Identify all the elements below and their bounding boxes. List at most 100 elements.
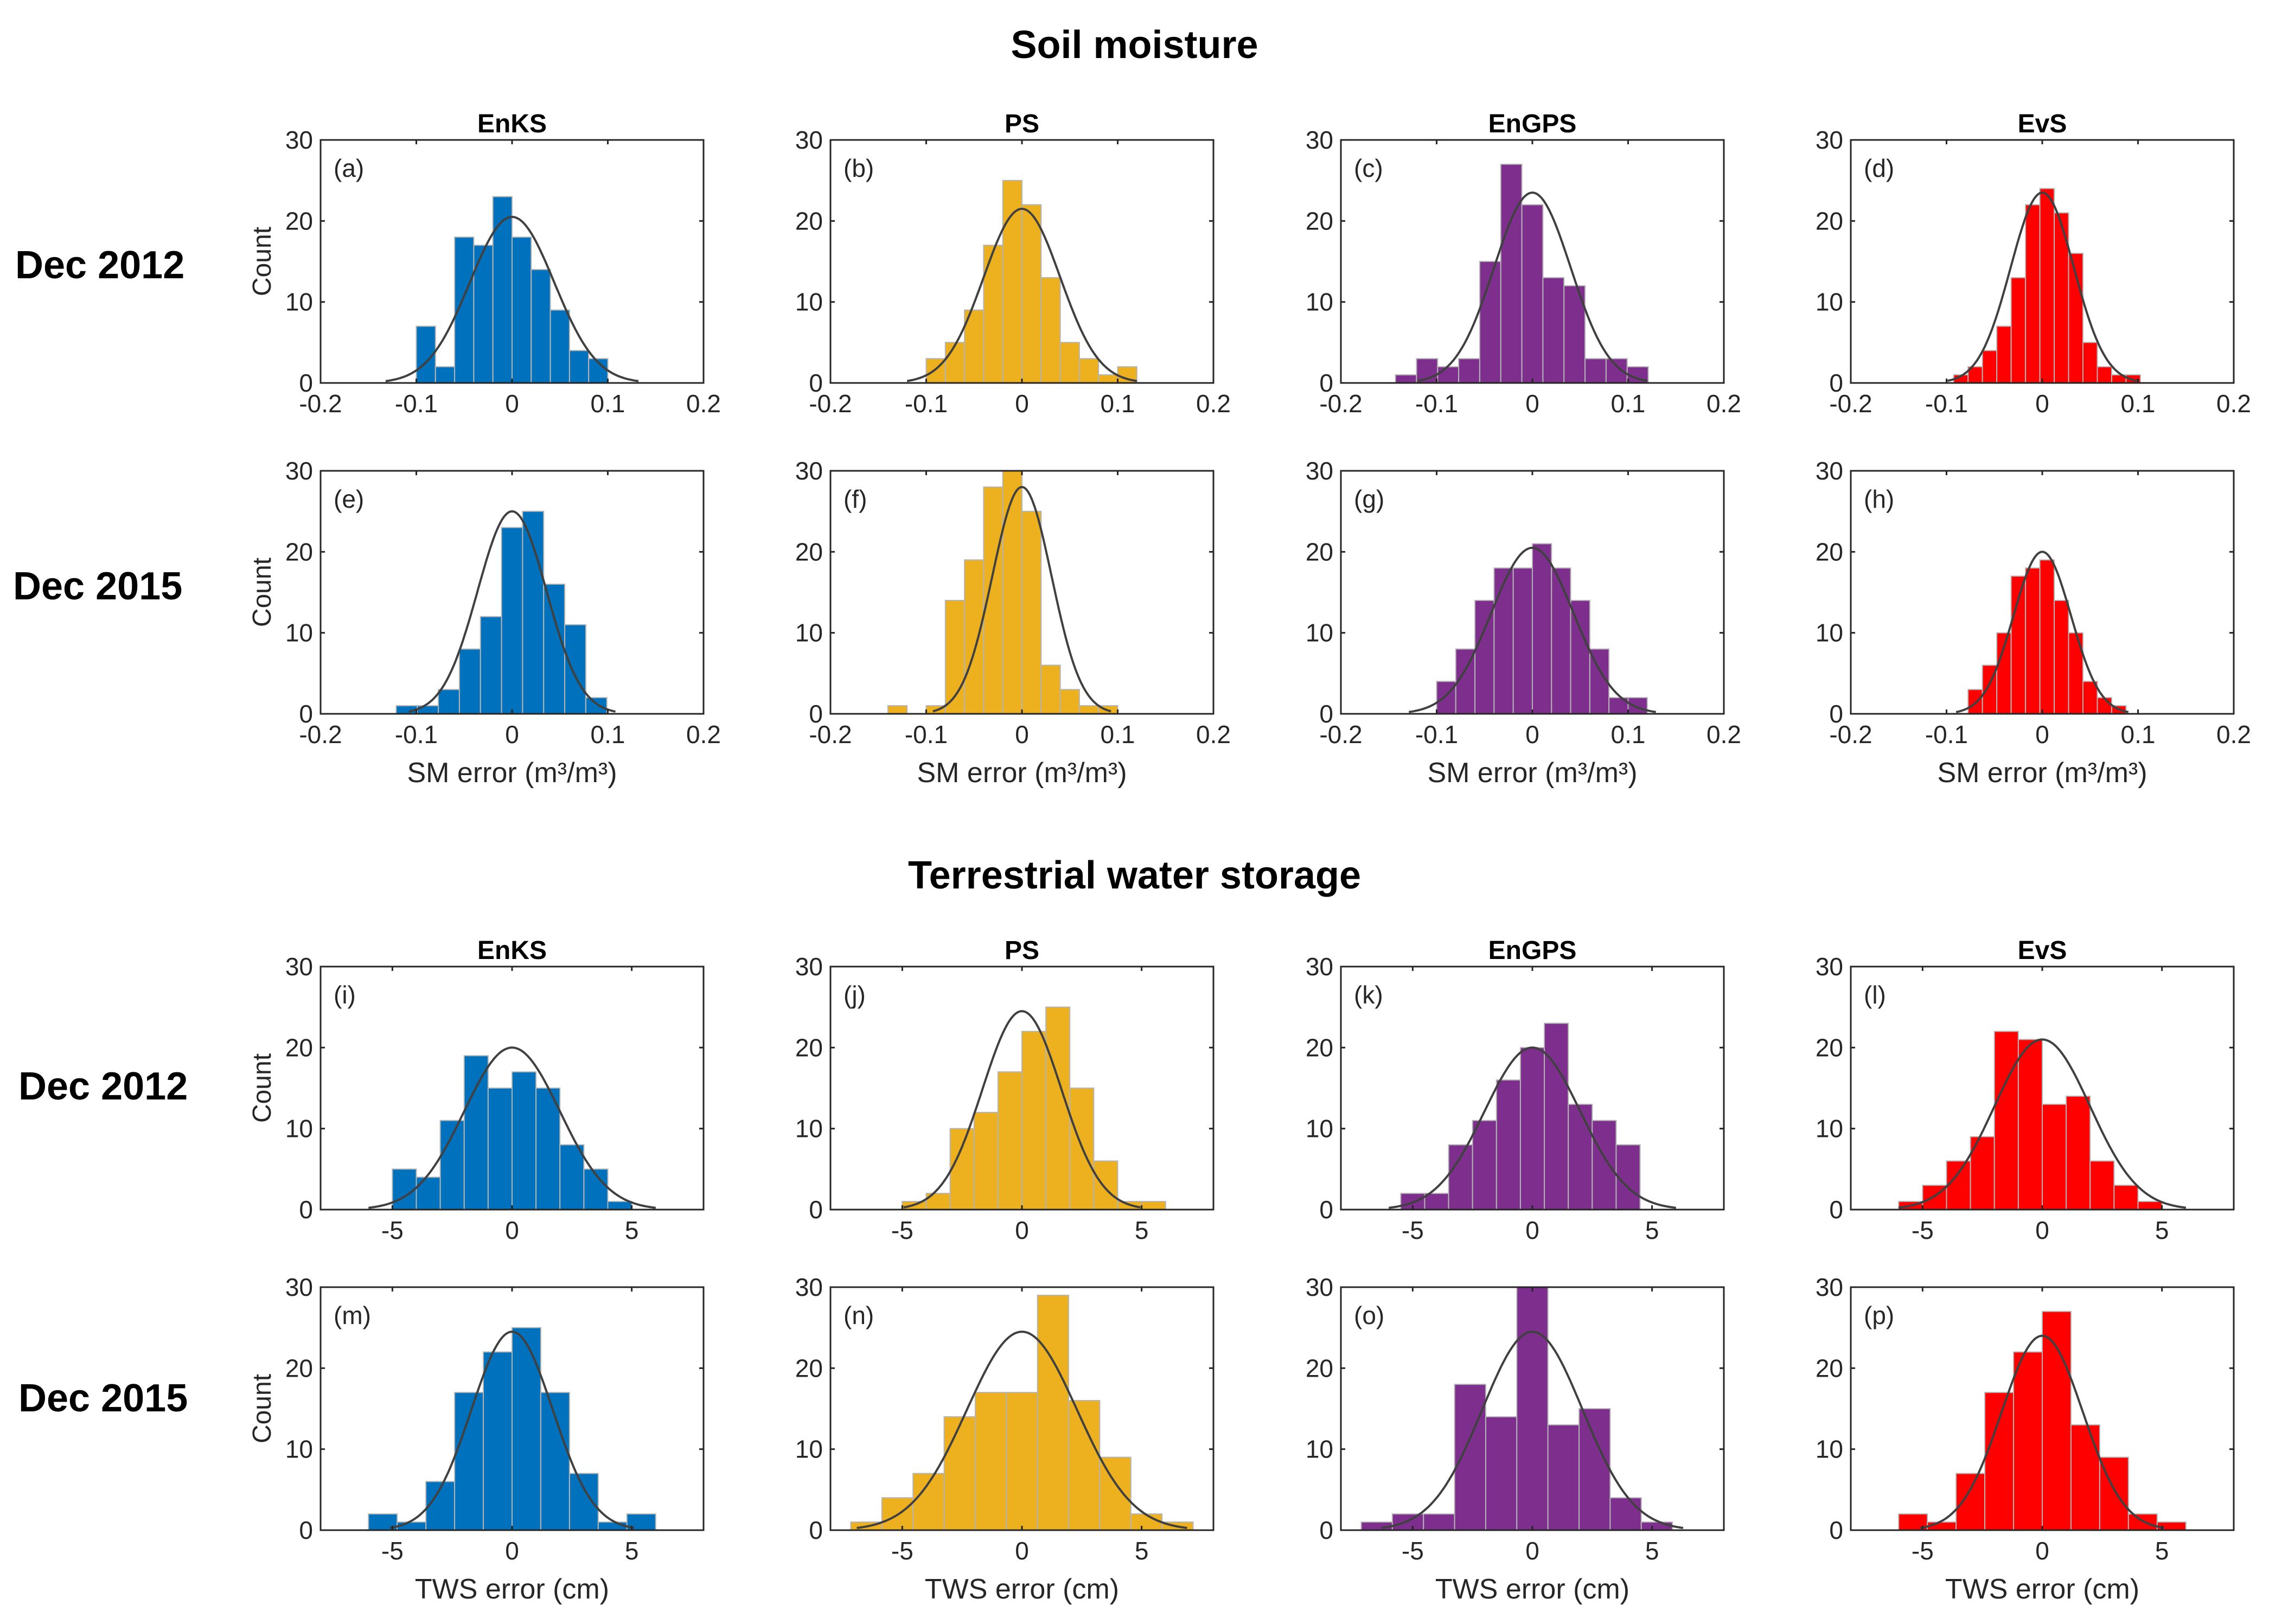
histogram-bar	[1993, 1031, 2019, 1210]
histogram-bar	[543, 584, 566, 714]
histogram-bar	[1068, 1400, 1101, 1531]
y-tick-label: 10	[285, 619, 313, 647]
normal-fit-curve	[1409, 546, 1656, 713]
x-tick-label: 5	[2155, 1537, 2169, 1565]
histogram-bar	[1078, 358, 1100, 384]
y-tick-label: 0	[299, 1516, 313, 1544]
histogram-bar	[1532, 543, 1552, 715]
y-tick-label: 30	[285, 126, 313, 154]
method-title: PS	[1005, 110, 1039, 138]
row-label-tws-2015: Dec 2015	[18, 1377, 188, 1420]
x-tick-label: 0	[2035, 389, 2049, 418]
y-tick-label: 30	[1306, 952, 1333, 981]
y-tick-label: 10	[1306, 288, 1333, 316]
x-tick-label: -5	[1912, 1537, 1934, 1565]
x-tick-label: 0.2	[1196, 389, 1231, 418]
x-tick-label: 0.2	[686, 720, 721, 749]
x-tick-label: 0.1	[591, 389, 625, 418]
histogram-bar	[2039, 188, 2055, 383]
histogram-bar	[1521, 204, 1544, 383]
x-tick-label: 0.1	[1611, 389, 1646, 418]
x-tick-label: 0.1	[1101, 389, 1135, 418]
x-tick-label: 0.1	[1611, 720, 1646, 749]
histogram-bar	[1500, 163, 1523, 383]
y-tick-label: 0	[299, 1195, 313, 1224]
y-tick-label: 0	[809, 700, 823, 728]
x-tick-label: -0.1	[1925, 720, 1968, 749]
histogram-bar	[1946, 1160, 1971, 1210]
y-tick-label: 30	[795, 952, 823, 981]
histogram-bar	[983, 245, 1004, 383]
panel-p: 0 10 20 30 -5 0 5 (p) TWS error (cm)	[1816, 1273, 2235, 1605]
y-tick-label: 30	[285, 952, 313, 981]
histogram-bar	[1547, 1424, 1580, 1531]
y-tick-label: 20	[795, 538, 823, 566]
x-tick-label: 5	[1645, 1537, 1659, 1565]
histogram-bar	[1570, 599, 1590, 715]
x-tick-label: 0.2	[1706, 389, 1741, 418]
y-tick-label: 10	[285, 288, 313, 316]
y-tick-label: 10	[795, 1435, 823, 1463]
x-tick-label: -5	[1402, 1537, 1424, 1565]
method-title: EnKS	[477, 936, 547, 965]
histogram-bar	[531, 268, 551, 383]
histogram-bar	[997, 1071, 1022, 1210]
histogram-bar	[2042, 1310, 2072, 1531]
y-tick-label: 10	[795, 619, 823, 647]
y-tick-label: 10	[285, 1435, 313, 1463]
x-tick-label: 0.1	[2121, 389, 2156, 418]
histogram-bar	[458, 648, 481, 714]
y-tick-label: 0	[1319, 1195, 1333, 1224]
panel-label: (f)	[843, 485, 867, 513]
x-tick-label: 0.2	[1706, 720, 1741, 749]
normal-fit-curve	[1381, 1331, 1684, 1529]
histogram-bar	[944, 342, 966, 383]
normal-fit-curve	[1389, 1046, 1677, 1209]
histogram-bar	[2054, 599, 2069, 715]
x-tick-label: 0	[1525, 389, 1539, 418]
y-tick-label: 10	[1816, 1435, 1843, 1463]
panel-e: 0 10 20 30 -0.2 -0.1 0 0.1 0.2 (e) Count SM error (…	[248, 457, 721, 789]
histogram-bar	[607, 1201, 632, 1210]
panel-m: 0 10 20 30 -5 0 5 (m) Count TWS error (cm)	[248, 1273, 705, 1605]
histogram-bar	[1516, 1287, 1549, 1531]
histogram-bar	[585, 697, 608, 714]
histogram-bar	[1002, 470, 1022, 714]
histogram-bar	[973, 1111, 999, 1211]
panel-label: (j)	[843, 981, 866, 1009]
histogram-bar	[964, 559, 985, 715]
histogram-bar	[1141, 1201, 1166, 1210]
histogram-bar	[1006, 1392, 1038, 1531]
histogram-bar	[2070, 1424, 2100, 1531]
panel-label: (o)	[1354, 1301, 1384, 1329]
x-tick-label: 0	[505, 1537, 519, 1565]
x-tick-label: -0.2	[299, 389, 342, 418]
x-tick-label: -0.1	[1925, 389, 1968, 418]
y-tick-label: 0	[809, 1195, 823, 1224]
histogram-bar	[1519, 1047, 1545, 1211]
y-tick-label: 20	[1306, 538, 1333, 566]
histogram-bar	[1544, 1022, 1569, 1210]
x-axis-label: TWS error (cm)	[1945, 1574, 2139, 1605]
histogram-bar	[2013, 1351, 2043, 1531]
y-tick-label: 20	[1306, 1354, 1333, 1382]
histogram-bar	[1059, 342, 1080, 383]
method-title: EnGPS	[1488, 110, 1577, 138]
y-tick-label: 0	[299, 369, 313, 397]
normal-fit-curve	[857, 1331, 1187, 1529]
histogram-bar	[1609, 1497, 1642, 1531]
y-axis-label: Count	[248, 227, 277, 296]
histogram-bar	[416, 1177, 441, 1210]
panel-h: 0 10 20 30 -0.2 -0.1 0 0.1 0.2 (h) SM error (m³/m³…	[1816, 457, 2251, 789]
x-tick-label: 0.2	[2216, 389, 2251, 418]
y-tick-label: 10	[285, 1115, 313, 1143]
histogram-bar	[501, 527, 523, 714]
y-tick-label: 30	[795, 126, 823, 154]
panel-label: (d)	[1864, 154, 1894, 182]
y-tick-label: 0	[1319, 369, 1333, 397]
histogram-bar	[1996, 325, 2012, 384]
histogram-bar	[1059, 689, 1080, 714]
normal-fit-curve	[1920, 1334, 2165, 1529]
y-tick-label: 0	[809, 1516, 823, 1544]
normal-fit-curve	[389, 1331, 635, 1529]
